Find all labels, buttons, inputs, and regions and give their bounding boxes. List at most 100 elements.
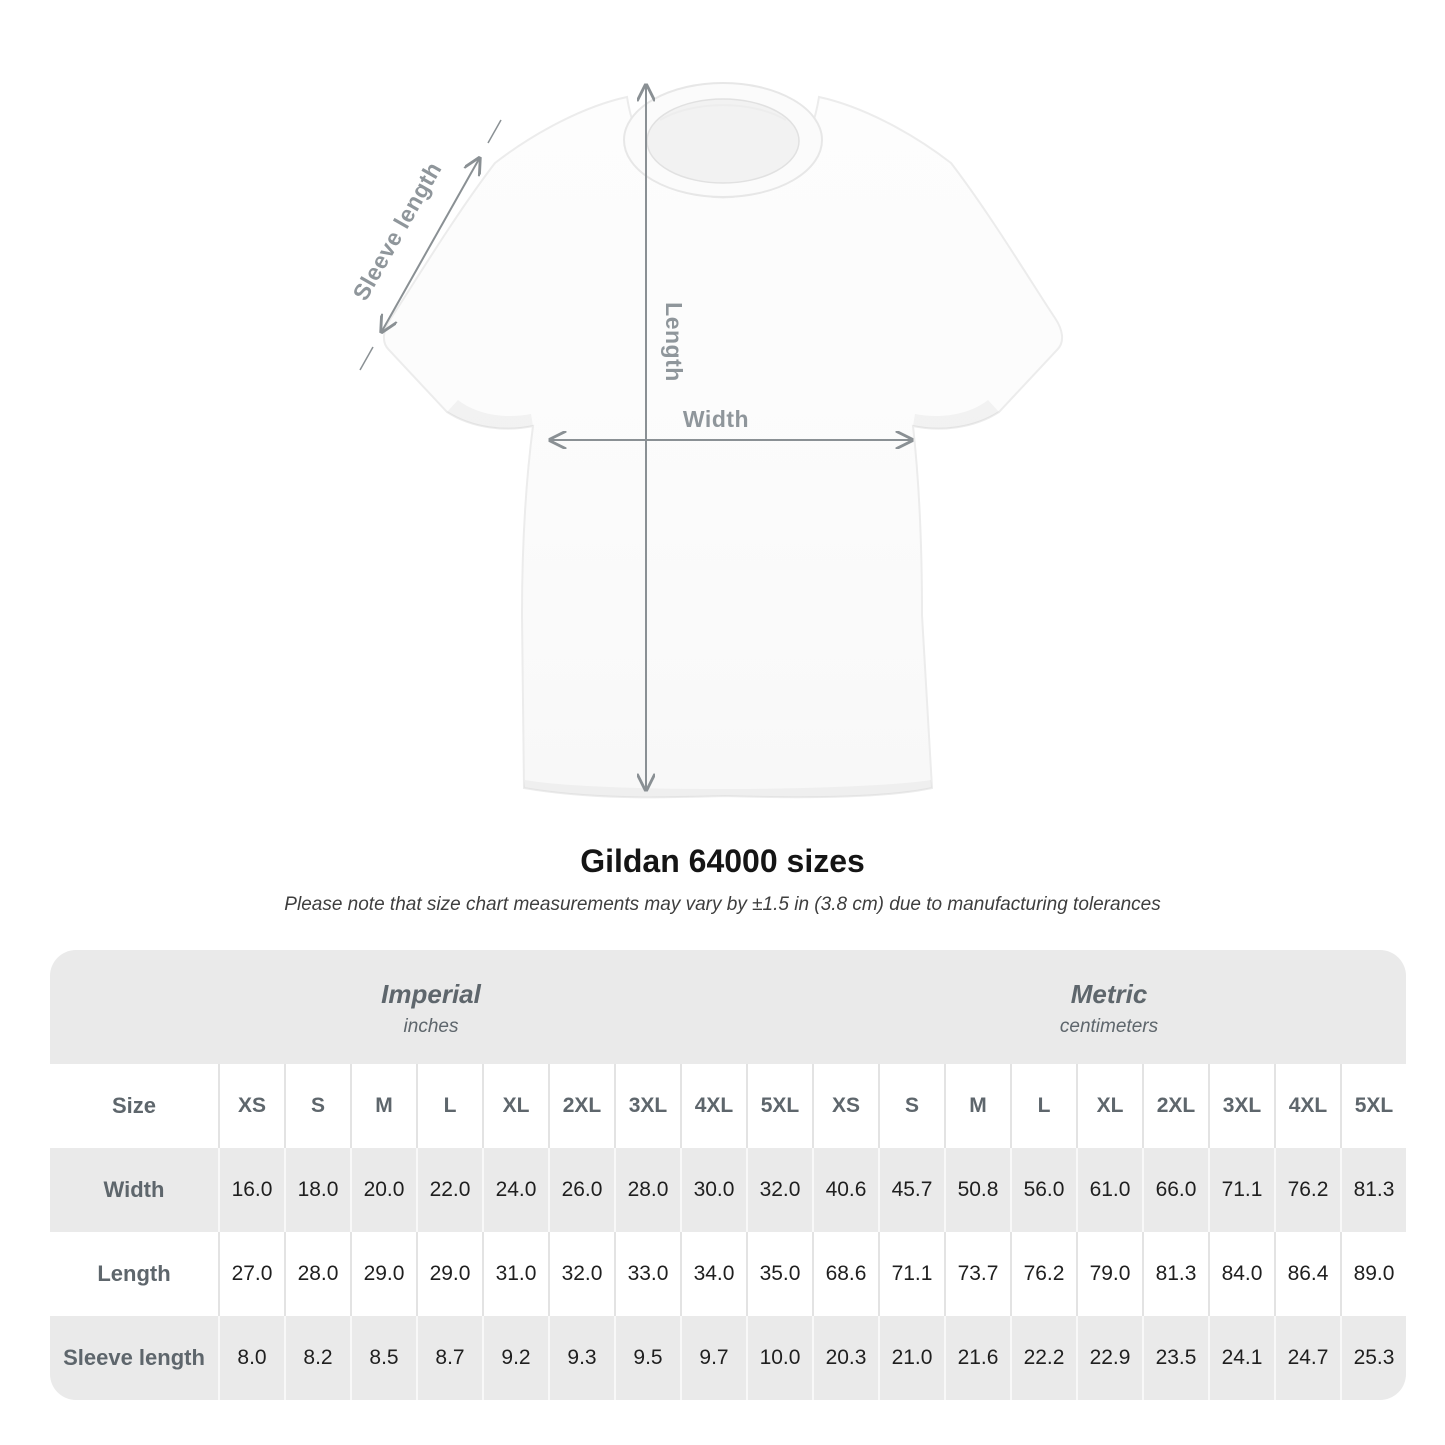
value-cell-imperial: 32.0 — [548, 1232, 614, 1316]
length-label: Length — [661, 302, 687, 382]
value-cell-imperial: 9.5 — [614, 1316, 680, 1400]
size-header-metric: 4XL — [1274, 1064, 1340, 1148]
size-header-imperial: 4XL — [680, 1064, 746, 1148]
size-column-header: Size — [50, 1064, 218, 1148]
value-cell-imperial: 20.0 — [350, 1148, 416, 1232]
neck-opening — [646, 98, 800, 184]
value-cell-metric: 25.3 — [1340, 1316, 1406, 1400]
tshirt-outline — [383, 95, 1063, 799]
value-cell-imperial: 18.0 — [284, 1148, 350, 1232]
value-cell-imperial: 9.7 — [680, 1316, 746, 1400]
tolerance-note: Please note that size chart measurements… — [284, 894, 1161, 915]
collar-seam — [659, 104, 787, 121]
value-cell-metric: 81.3 — [1142, 1232, 1208, 1316]
value-cell-imperial: 31.0 — [482, 1232, 548, 1316]
measurement-label: Sleeve length — [50, 1316, 218, 1400]
value-cell-imperial: 29.0 — [416, 1232, 482, 1316]
value-cell-metric: 50.8 — [944, 1148, 1010, 1232]
value-cell-imperial: 24.0 — [482, 1148, 548, 1232]
size-header-imperial: 3XL — [614, 1064, 680, 1148]
value-cell-metric: 24.1 — [1208, 1316, 1274, 1400]
page-title: Gildan 64000 sizes — [580, 843, 865, 879]
value-cell-metric: 84.0 — [1208, 1232, 1274, 1316]
value-cell-metric: 81.3 — [1340, 1148, 1406, 1232]
size-header-metric: XS — [812, 1064, 878, 1148]
value-cell-metric: 61.0 — [1076, 1148, 1142, 1232]
metric-title: Metric — [1070, 978, 1148, 1009]
measurement-label: Length — [50, 1232, 218, 1316]
value-cell-imperial: 32.0 — [746, 1148, 812, 1232]
value-cell-imperial: 16.0 — [218, 1148, 284, 1232]
value-cell-imperial: 35.0 — [746, 1232, 812, 1316]
width-label: Width — [683, 406, 749, 432]
size-header-imperial: XL — [482, 1064, 548, 1148]
value-cell-imperial: 27.0 — [218, 1232, 284, 1316]
value-cell-imperial: 10.0 — [746, 1316, 812, 1400]
size-header-metric: 2XL — [1142, 1064, 1208, 1148]
value-cell-imperial: 22.0 — [416, 1148, 482, 1232]
value-cell-imperial: 33.0 — [614, 1232, 680, 1316]
tshirt-measurement-diagram: Length Width Sleeve length — [347, 82, 1063, 799]
size-table: Imperial inches Metric centimeters Size X… — [50, 950, 1406, 1400]
size-header-imperial: M — [350, 1064, 416, 1148]
value-cell-metric: 86.4 — [1274, 1232, 1340, 1316]
value-cell-metric: 45.7 — [878, 1148, 944, 1232]
value-cell-imperial: 9.2 — [482, 1316, 548, 1400]
value-cell-metric: 21.6 — [944, 1316, 1010, 1400]
value-cell-metric: 68.6 — [812, 1232, 878, 1316]
sleeve-arrow-cap-bottom — [359, 346, 374, 371]
value-cell-metric: 76.2 — [1010, 1232, 1076, 1316]
sleeve-length-arrow — [382, 159, 479, 331]
value-cell-imperial: 8.7 — [416, 1316, 482, 1400]
size-grid: Size XS S M L XL 2XL 3XL 4XL 5XL XS S M L XL 2XL 3XL 4XL 5… — [50, 1064, 1406, 1400]
value-cell-imperial: 29.0 — [350, 1232, 416, 1316]
sleeve-shadow-right — [913, 400, 999, 429]
metric-unit: centimeters — [1059, 1016, 1159, 1038]
value-cell-metric: 20.3 — [812, 1316, 878, 1400]
value-cell-imperial: 26.0 — [548, 1148, 614, 1232]
size-header-metric: 5XL — [1340, 1064, 1406, 1148]
value-cell-metric: 73.7 — [944, 1232, 1010, 1316]
value-cell-metric: 76.2 — [1274, 1148, 1340, 1232]
value-cell-metric: 56.0 — [1010, 1148, 1076, 1232]
value-cell-metric: 71.1 — [1208, 1148, 1274, 1232]
value-cell-imperial: 8.0 — [218, 1316, 284, 1400]
size-header-imperial: L — [416, 1064, 482, 1148]
value-cell-metric: 89.0 — [1340, 1232, 1406, 1316]
value-cell-imperial: 28.0 — [614, 1148, 680, 1232]
value-cell-metric: 24.7 — [1274, 1316, 1340, 1400]
value-cell-imperial: 30.0 — [680, 1148, 746, 1232]
units-header-band: Imperial inches Metric centimeters — [50, 950, 1406, 1064]
value-cell-imperial: 9.3 — [548, 1316, 614, 1400]
value-cell-metric: 79.0 — [1076, 1232, 1142, 1316]
imperial-title: Imperial — [381, 978, 481, 1009]
value-cell-imperial: 34.0 — [680, 1232, 746, 1316]
value-cell-metric: 66.0 — [1142, 1148, 1208, 1232]
value-cell-imperial: 8.2 — [284, 1316, 350, 1400]
size-header-metric: S — [878, 1064, 944, 1148]
size-header-metric: L — [1010, 1064, 1076, 1148]
value-cell-imperial: 8.5 — [350, 1316, 416, 1400]
value-cell-metric: 40.6 — [812, 1148, 878, 1232]
size-header-metric: XL — [1076, 1064, 1142, 1148]
value-cell-metric: 23.5 — [1142, 1316, 1208, 1400]
value-cell-metric: 22.9 — [1076, 1316, 1142, 1400]
measurement-arrows — [359, 86, 911, 789]
sleeve-shadow-left — [447, 400, 533, 429]
value-cell-metric: 71.1 — [878, 1232, 944, 1316]
size-header-metric: M — [944, 1064, 1010, 1148]
imperial-unit: inches — [403, 1016, 459, 1038]
size-header-imperial: XS — [218, 1064, 284, 1148]
value-cell-metric: 22.2 — [1010, 1316, 1076, 1400]
size-header-imperial: S — [284, 1064, 350, 1148]
value-cell-imperial: 28.0 — [284, 1232, 350, 1316]
measurement-label: Width — [50, 1148, 218, 1232]
size-header-imperial: 5XL — [746, 1064, 812, 1148]
size-header-imperial: 2XL — [548, 1064, 614, 1148]
metric-header: Metric centimeters — [812, 950, 1406, 1064]
size-header-metric: 3XL — [1208, 1064, 1274, 1148]
sleeve-arrow-cap-top — [487, 119, 502, 144]
imperial-header: Imperial inches — [50, 950, 812, 1064]
value-cell-metric: 21.0 — [878, 1316, 944, 1400]
